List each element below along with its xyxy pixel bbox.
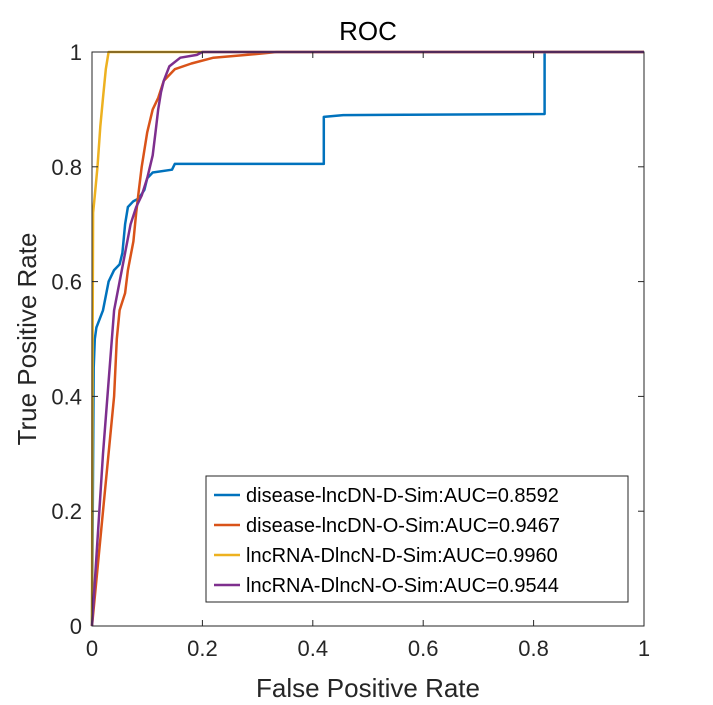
y-tick-label: 0.8 bbox=[51, 155, 82, 180]
x-tick-label: 0 bbox=[86, 636, 98, 661]
y-tick-label: 0.4 bbox=[51, 384, 82, 409]
legend: disease-lncDN-D-Sim:AUC=0.8592 disease-ln… bbox=[205, 475, 629, 603]
series-line-2 bbox=[90, 50, 644, 627]
legend-label-1: disease-lncDN-D-Sim:AUC=0.8592 bbox=[246, 485, 559, 507]
legend-label-4: lncRNA-DlncN-O-Sim:AUC=0.9544 bbox=[246, 575, 559, 597]
x-tick-label: 0.8 bbox=[518, 636, 549, 661]
series-line-4 bbox=[90, 50, 644, 627]
y-tick-label: 1 bbox=[70, 40, 82, 65]
y-axis-label: True Positive Rate bbox=[12, 233, 42, 446]
y-tick-label: 0 bbox=[70, 614, 82, 639]
series-line-3 bbox=[90, 50, 644, 627]
series-line-1 bbox=[90, 50, 644, 627]
x-tick-label: 0.4 bbox=[298, 636, 329, 661]
chart-title: ROC bbox=[339, 16, 397, 46]
x-tick-label: 1 bbox=[638, 636, 650, 661]
y-tick-label: 0.2 bbox=[51, 499, 82, 524]
x-axis-label: False Positive Rate bbox=[256, 673, 480, 703]
x-tick-label: 0.6 bbox=[408, 636, 439, 661]
x-tick-label: 0.2 bbox=[187, 636, 218, 661]
plot-lines bbox=[90, 50, 644, 627]
legend-label-2: disease-lncDN-O-Sim:AUC=0.9467 bbox=[246, 515, 560, 537]
axis-ticks: 0 0.2 0.4 0.6 0.8 1 0 0.2 0.4 0.6 0.8 1 bbox=[51, 40, 650, 661]
legend-label-3: lncRNA-DlncN-D-Sim:AUC=0.9960 bbox=[246, 545, 558, 567]
plot-area-frame bbox=[91, 51, 645, 627]
legend-box bbox=[205, 475, 629, 603]
y-tick-label: 0.6 bbox=[51, 270, 82, 295]
